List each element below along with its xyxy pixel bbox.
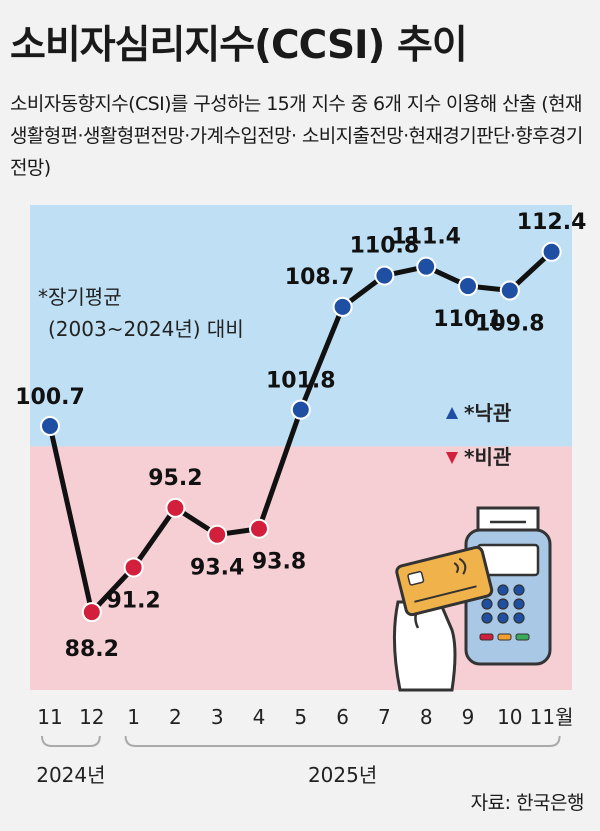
- legend: *낙관 *비관: [446, 401, 512, 469]
- legend-pessimism-marker: [446, 452, 458, 464]
- value-label: 110.8: [350, 234, 420, 259]
- data-point-9: [458, 276, 478, 297]
- baseline-note-line1: *장기평균: [38, 285, 122, 309]
- x-tick-label: 2: [169, 705, 182, 729]
- chart-subtitle: 소비자동향지수(CSI)를 구성하는 15개 지수 중 6개 지수 이용해 산출…: [10, 93, 583, 179]
- x-tick-label: 9: [462, 705, 475, 729]
- value-label: 101.8: [266, 369, 336, 394]
- legend-pessimism-label: *비관: [464, 445, 512, 469]
- x-tick-label: 11월: [530, 705, 574, 729]
- year-label: 2024년: [36, 763, 105, 787]
- x-tick-label: 5: [294, 705, 307, 729]
- data-point-11월: [541, 241, 562, 262]
- baseline-note-line2: (2003~2024년) 대비: [48, 317, 244, 341]
- year-bracket: [41, 735, 101, 747]
- data-source: 자료: 한국은행: [470, 792, 585, 814]
- value-label: 111.4: [391, 225, 461, 250]
- x-tick-label: 4: [253, 705, 266, 729]
- data-point-3: [207, 524, 228, 545]
- value-label: 91.2: [106, 588, 160, 613]
- value-label: 112.4: [517, 210, 587, 235]
- data-point-5: [290, 399, 311, 420]
- x-tick-label: 1: [127, 705, 140, 729]
- x-tick-label: 11: [37, 705, 62, 729]
- data-point-6: [332, 296, 353, 317]
- value-label: 93.4: [190, 556, 244, 581]
- data-point-8: [416, 256, 437, 277]
- value-label: 93.8: [252, 550, 306, 575]
- value-label: 108.7: [285, 265, 355, 290]
- x-tick-label: 10: [497, 705, 522, 729]
- value-label: 95.2: [148, 466, 202, 491]
- x-tick-label: 8: [420, 705, 433, 729]
- value-label: 109.8: [475, 312, 545, 337]
- data-point-1: [123, 557, 144, 578]
- data-point-2: [165, 497, 186, 518]
- legend-optimism-marker: [446, 407, 458, 419]
- x-tick-label: 7: [378, 705, 391, 729]
- value-label: 110.1: [433, 307, 503, 332]
- x-tick-label: 12: [79, 705, 104, 729]
- value-label: 100.7: [15, 385, 85, 410]
- data-point-12: [81, 602, 102, 623]
- data-point-10: [499, 280, 520, 301]
- data-point-4: [249, 518, 269, 539]
- data-point-7: [374, 265, 395, 286]
- x-tick-label: 6: [336, 705, 349, 729]
- legend-optimism-label: *낙관: [464, 401, 512, 425]
- data-point-11: [40, 416, 60, 436]
- chart-title: 소비자심리지수(CCSI) 추이: [10, 23, 468, 68]
- x-tick-label: 3: [211, 705, 224, 729]
- card-payment-illustration: [392, 506, 552, 692]
- year-label: 2025년: [308, 763, 377, 787]
- year-bracket: [124, 735, 561, 747]
- value-label: 88.2: [65, 637, 119, 662]
